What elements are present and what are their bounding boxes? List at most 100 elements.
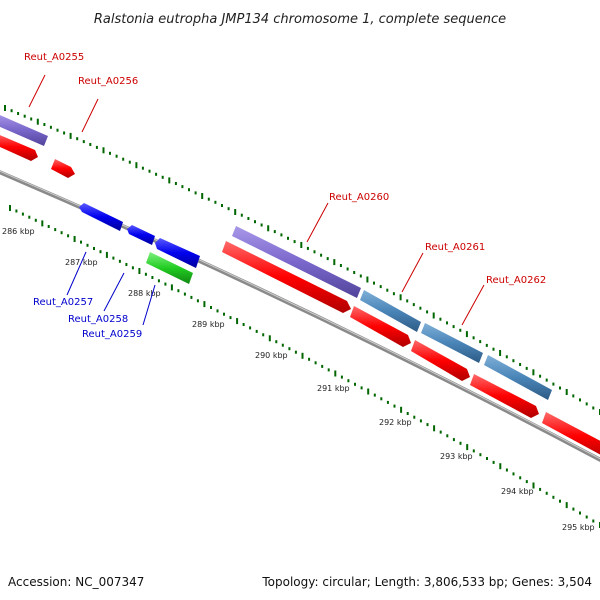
gene-reut-a0255[interactable] — [0, 113, 48, 146]
scale-tick — [393, 404, 396, 408]
scale-tick — [49, 125, 52, 129]
scale-tick — [340, 375, 343, 379]
scale-tick — [273, 230, 276, 234]
scale-tick — [406, 412, 409, 415]
scale-tick — [214, 200, 217, 204]
label-reut-a0259[interactable]: Reut_A0259 — [82, 329, 142, 340]
label-reut-a0255[interactable]: Reut_A0255 — [24, 52, 84, 63]
scale-tick — [585, 515, 588, 519]
scale-tick — [572, 394, 575, 398]
scale-tick — [519, 363, 522, 366]
scale-tick — [426, 423, 429, 427]
scale-tick — [360, 386, 363, 390]
scale-tick — [439, 317, 442, 321]
scale-tick — [452, 325, 455, 329]
scale-tick — [15, 209, 18, 213]
scale-tick — [386, 400, 389, 404]
scale-tick — [125, 263, 128, 266]
cds-reut-a0261b[interactable] — [411, 340, 470, 381]
scale-tick — [69, 132, 72, 139]
scale-tick — [472, 449, 475, 453]
scale-tick — [287, 236, 289, 240]
scale-tick — [452, 438, 455, 442]
scale-tick — [281, 343, 284, 347]
topology-summary: Topology: circular; Length: 3,806,533 bp… — [261, 575, 592, 589]
scale-tick — [426, 310, 429, 314]
gene-reut-a0262[interactable] — [484, 355, 552, 400]
cds-reut-a0260[interactable] — [222, 241, 351, 313]
scale-tick — [34, 218, 37, 222]
scale-tick — [268, 335, 271, 342]
scale-tick — [300, 242, 303, 248]
scale-tick — [492, 460, 495, 464]
scale-tick — [95, 145, 98, 149]
scale-tick — [306, 246, 309, 250]
gene-reut-a0260[interactable] — [232, 226, 361, 298]
scale-tick — [93, 247, 95, 250]
scale-tick — [525, 366, 528, 370]
chromosome-backbone — [0, 170, 600, 462]
scale-tick — [141, 166, 144, 170]
cds-reut-a0261a[interactable] — [350, 306, 411, 347]
scale-tick — [249, 326, 252, 330]
scale-tick — [314, 361, 317, 365]
scale-tick — [459, 328, 462, 332]
gene-reut-a0257[interactable] — [79, 203, 123, 231]
scale-tick — [505, 355, 508, 359]
gene-reut-a0259[interactable] — [146, 238, 200, 284]
scale-tick — [367, 388, 370, 395]
scale-tick — [196, 299, 199, 303]
scale-tick — [155, 172, 158, 176]
gene-reut-a0258[interactable] — [127, 225, 155, 245]
cds-reut-a0262[interactable] — [470, 374, 539, 418]
scale-tick — [459, 441, 462, 445]
scale-tick — [373, 281, 375, 285]
outer-callouts — [28, 74, 485, 326]
scale-tick — [122, 157, 125, 161]
label-reut-a0257[interactable]: Reut_A0257 — [33, 297, 93, 308]
scale-tick — [572, 507, 575, 511]
label-reut-a0256[interactable]: Reut_A0256 — [78, 76, 138, 87]
cds-next[interactable] — [542, 412, 600, 460]
scale-tick — [400, 406, 403, 413]
scale-tick — [334, 370, 337, 377]
scale-tick — [86, 243, 89, 247]
scale-tick — [229, 316, 232, 320]
scale-tick — [112, 256, 115, 260]
scale-tick — [432, 312, 435, 319]
scale-tick — [579, 511, 581, 515]
scale-tick — [565, 502, 568, 509]
scale-tick — [207, 197, 210, 201]
gene-reut-a0261[interactable] — [360, 290, 483, 363]
scale-tick — [63, 131, 66, 135]
scale-tick — [221, 204, 223, 207]
scale-tick — [43, 123, 46, 126]
scale-tick — [539, 487, 542, 491]
cds-reut-a0256[interactable] — [51, 159, 75, 178]
scale-tick — [288, 347, 291, 351]
cds-reut-a0255[interactable] — [0, 133, 38, 161]
scale-tick — [532, 369, 535, 376]
scale-tick — [236, 318, 239, 325]
scale-tick — [413, 415, 416, 419]
label-reut-a0260[interactable]: Reut_A0260 — [329, 192, 389, 203]
scale-label: 286 kbp — [2, 227, 35, 236]
scale-tick — [194, 191, 197, 195]
label-reut-a0261[interactable]: Reut_A0261 — [425, 242, 485, 253]
scale-tick — [565, 389, 568, 395]
scale-tick — [82, 140, 85, 144]
label-reut-a0262[interactable]: Reut_A0262 — [486, 275, 546, 286]
scale-tick — [466, 444, 469, 451]
scale-tick — [552, 382, 555, 386]
scale-tick — [260, 223, 263, 227]
scale-label: 291 kbp — [317, 384, 350, 393]
scale-tick — [138, 268, 141, 274]
scale-tick — [216, 309, 219, 313]
scale-tick — [164, 282, 167, 286]
scale-tick — [161, 175, 164, 179]
outer-gene-labels: Reut_A0255 Reut_A0256 Reut_A0260 Reut_A0… — [24, 52, 546, 286]
scale-tick — [479, 340, 482, 344]
scale-tick — [54, 228, 57, 232]
label-reut-a0258[interactable]: Reut_A0258 — [68, 314, 128, 325]
scale-tick — [36, 118, 39, 125]
